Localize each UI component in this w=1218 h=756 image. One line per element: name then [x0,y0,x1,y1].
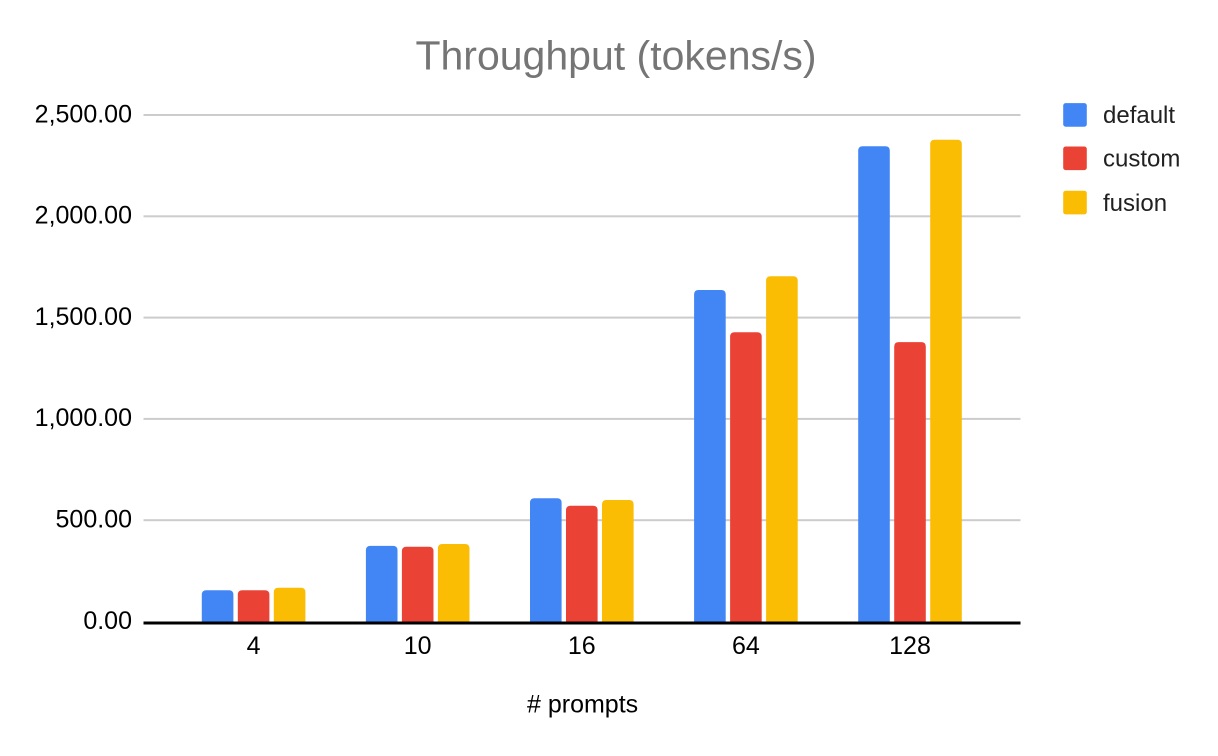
svg-text:1,000.00: 1,000.00 [35,404,132,432]
svg-text:2,000.00: 2,000.00 [35,202,132,230]
svg-text:500.00: 500.00 [56,506,132,534]
svg-text:4: 4 [247,632,261,660]
svg-text:custom: custom [1103,146,1180,173]
svg-text:128: 128 [889,632,931,660]
svg-text:0.00: 0.00 [83,607,132,635]
svg-text:10: 10 [404,632,432,660]
svg-text:2,500.00: 2,500.00 [35,100,132,128]
svg-text:1,500.00: 1,500.00 [35,303,132,331]
svg-text:16: 16 [568,632,596,660]
svg-text:fusion: fusion [1103,190,1167,217]
svg-text:Throughput (tokens/s): Throughput (tokens/s) [415,33,816,79]
svg-text:# prompts: # prompts [527,690,638,718]
svg-text:64: 64 [732,632,760,660]
svg-text:default: default [1103,102,1175,129]
